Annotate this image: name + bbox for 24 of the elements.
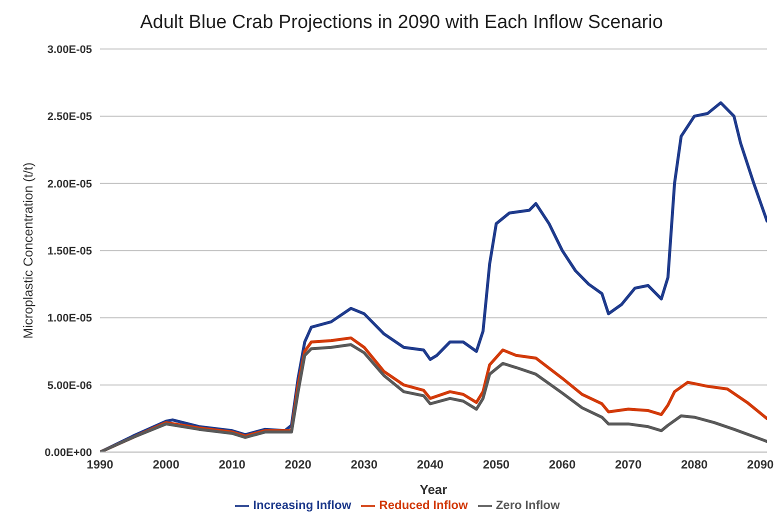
- y-tick-label: 2.00E-05: [47, 178, 92, 190]
- y-tick-label: 5.00E-06: [47, 380, 92, 392]
- y-axis-title: Microplastic Concentration (t/t): [20, 162, 36, 339]
- y-tick-label: 0.00E+00: [44, 447, 92, 460]
- x-tick-label: 2040: [416, 458, 444, 472]
- legend-label: Increasing Inflow: [253, 498, 352, 512]
- x-tick-label: 2060: [548, 458, 576, 472]
- legend-label: Reduced Inflow: [379, 498, 468, 512]
- x-tick-label: 2020: [284, 458, 312, 472]
- x-tick-label: 1990: [86, 458, 114, 472]
- y-tick-label: 3.00E-05: [47, 44, 92, 56]
- x-tick-label: 2090: [747, 458, 774, 472]
- x-axis-title: Year: [420, 482, 448, 498]
- x-tick-label: 2070: [614, 458, 642, 472]
- y-tick-label: 1.50E-05: [47, 245, 92, 258]
- legend-label: Zero Inflow: [496, 498, 560, 512]
- y-tick-label: 1.00E-05: [47, 312, 92, 325]
- y-tick-label: 2.50E-05: [47, 111, 92, 124]
- x-tick-label: 2010: [218, 458, 246, 472]
- x-tick-label: 2030: [350, 458, 378, 472]
- chart-title: Adult Blue Crab Projections in 2090 with Each Inflow Scenario: [139, 11, 664, 35]
- x-tick-label: 2050: [482, 458, 510, 472]
- x-tick-label: 2000: [152, 458, 180, 472]
- x-tick-label: 2080: [681, 458, 708, 472]
